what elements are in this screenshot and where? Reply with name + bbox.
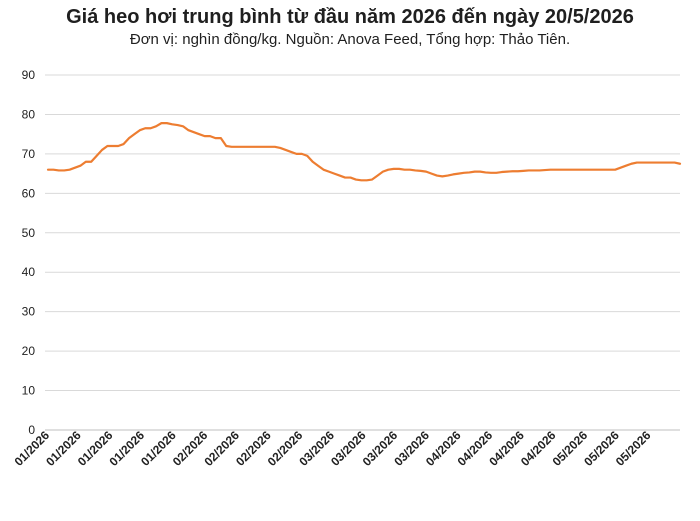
series-lines: [46, 122, 682, 182]
y-tick-label: 50: [22, 226, 36, 240]
y-tick-label: 0: [28, 423, 35, 437]
y-tick-label: 70: [22, 147, 36, 161]
y-tick-label: 40: [22, 265, 36, 279]
chart-subtitle: Đơn vị: nghìn đồng/kg. Nguồn: Anova Feed…: [129, 31, 571, 48]
x-tick-label: 05/2026: [613, 428, 654, 469]
x-axis-ticks: 01/202601/202601/202601/202601/202602/20…: [12, 428, 654, 469]
y-tick-label: 30: [22, 305, 36, 319]
gridlines: [45, 74, 680, 431]
series-line: [46, 122, 682, 182]
y-axis-ticks: 0 10 20 30 40 50 60 70 80 90: [22, 68, 36, 437]
y-tick-label: 60: [22, 186, 36, 200]
y-tick-label: 90: [22, 68, 36, 82]
y-tick-label: 80: [22, 107, 36, 121]
y-tick-label: 10: [22, 384, 36, 398]
y-tick-label: 20: [22, 344, 36, 358]
chart-title: Giá heo hơi trung bình từ đầu năm 2026 đ…: [66, 6, 634, 28]
